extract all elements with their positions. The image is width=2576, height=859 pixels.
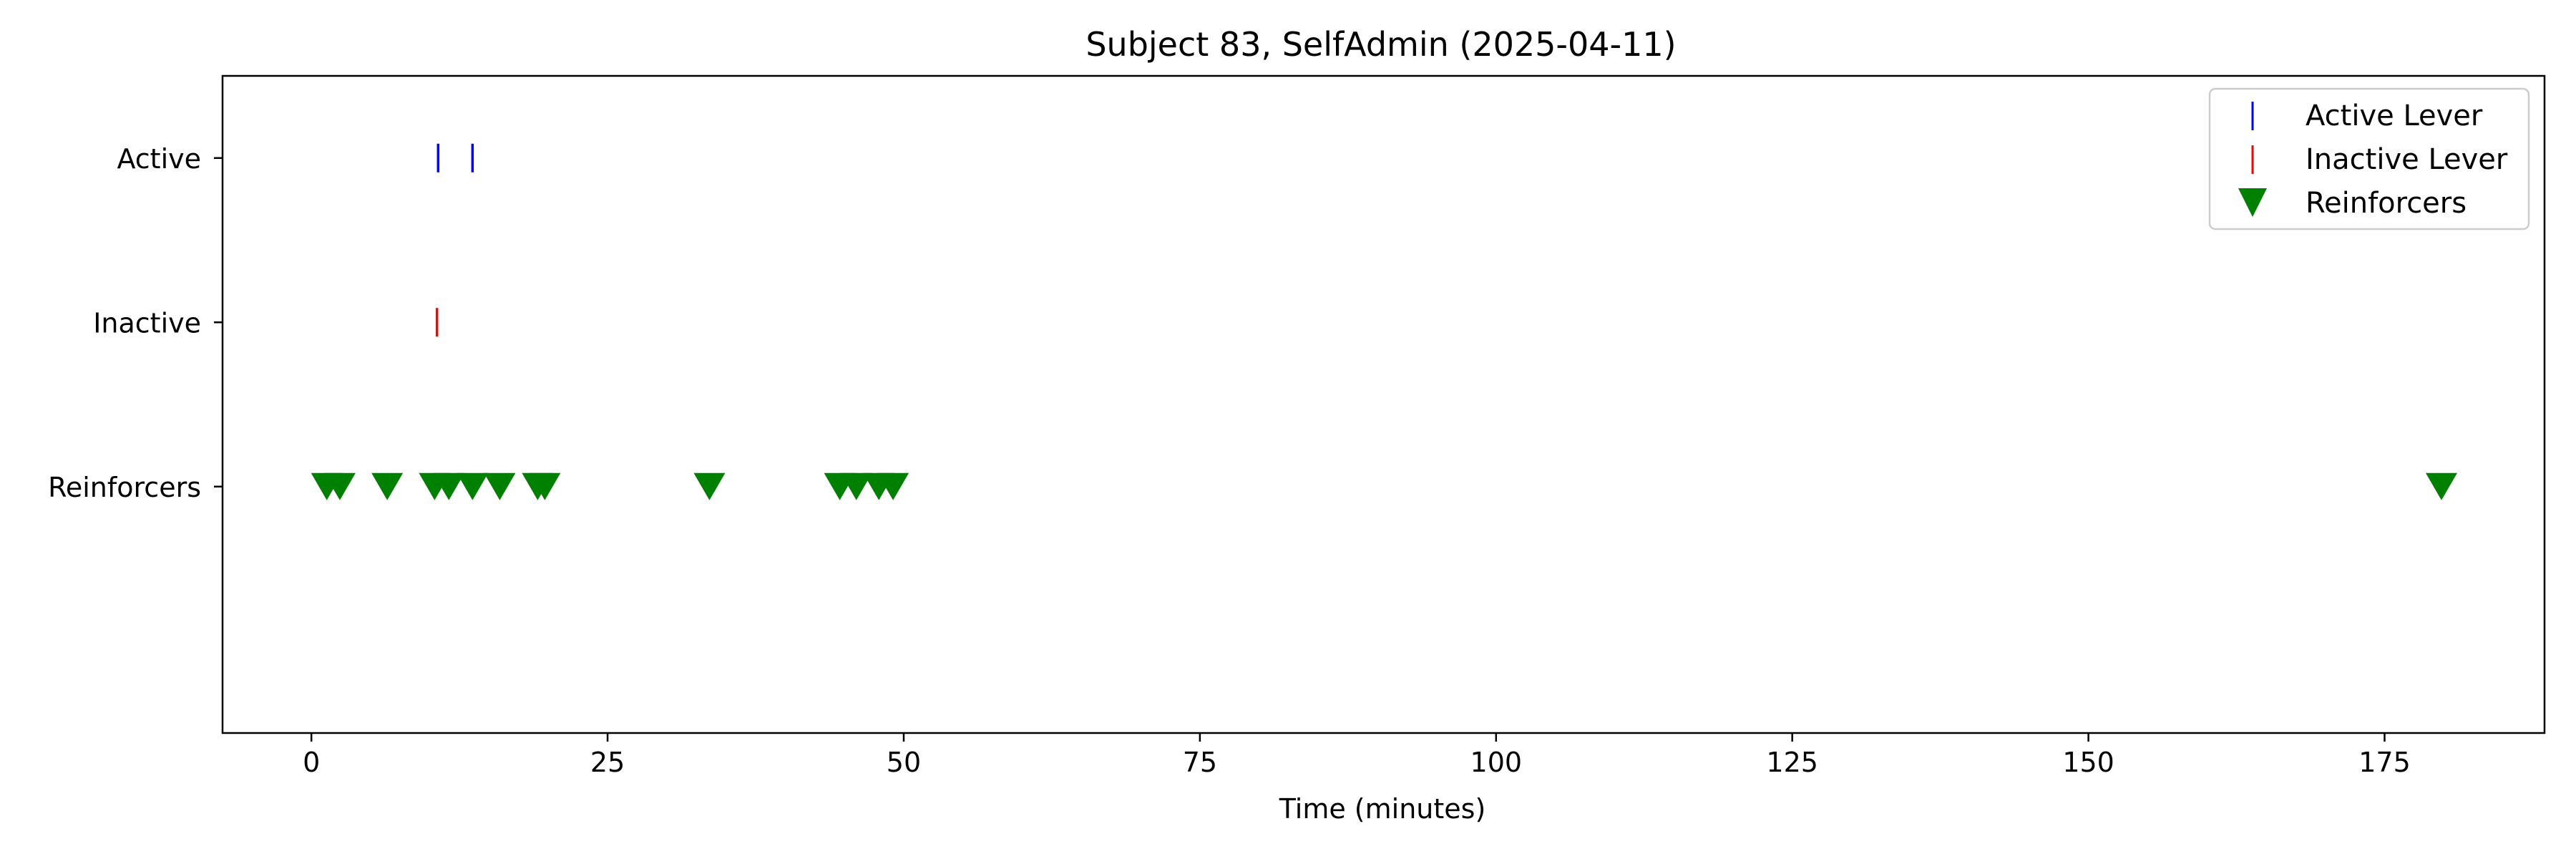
legend-reinforcers-label: Reinforcers	[2306, 187, 2467, 220]
y-tick-label: Reinforcers	[48, 472, 201, 503]
reinforcers-point	[323, 472, 356, 500]
chart-title: Subject 83, SelfAdmin (2025-04-11)	[1085, 25, 1676, 64]
x-tick-label: 150	[2062, 747, 2114, 778]
data-marks	[311, 143, 2457, 500]
reinforcers-point	[371, 472, 404, 500]
x-tick-label: 0	[303, 747, 320, 778]
legend-active-lever-label: Active Lever	[2306, 100, 2483, 132]
reinforcers-point	[484, 472, 516, 500]
reinforcers-point	[693, 472, 726, 500]
x-tick-label: 50	[887, 747, 921, 778]
legend-inactive-lever-label: Inactive Lever	[2306, 143, 2508, 176]
x-tick-label: 100	[1470, 747, 1523, 778]
reinforcers-point	[457, 472, 489, 500]
legend-box	[2208, 87, 2530, 230]
reinforcers-point	[2425, 472, 2457, 500]
y-tick-label: Active	[117, 143, 201, 175]
reinforcers-point	[529, 472, 561, 500]
reinforcers-point	[840, 472, 872, 500]
legend: Active Lever Inactive Lever Reinforcers	[2208, 87, 2530, 230]
plot-area-frame	[221, 74, 2546, 734]
reinforcers-point	[433, 472, 465, 500]
x-tick-label: 175	[2358, 747, 2411, 778]
reinforcers-point	[877, 472, 909, 500]
x-axis-label: Time (minutes)	[1279, 793, 1486, 825]
y-axis: Active Inactive Reinforcers	[48, 143, 223, 503]
x-tick-label: 25	[590, 747, 625, 778]
x-tick-label: 75	[1183, 747, 1217, 778]
y-tick-label: Inactive	[93, 307, 201, 339]
x-tick-label: 125	[1766, 747, 1818, 778]
x-axis: 0 25 50 75 100 125 150 175	[303, 733, 2411, 778]
legend-reinforcers-marker	[2238, 188, 2267, 217]
